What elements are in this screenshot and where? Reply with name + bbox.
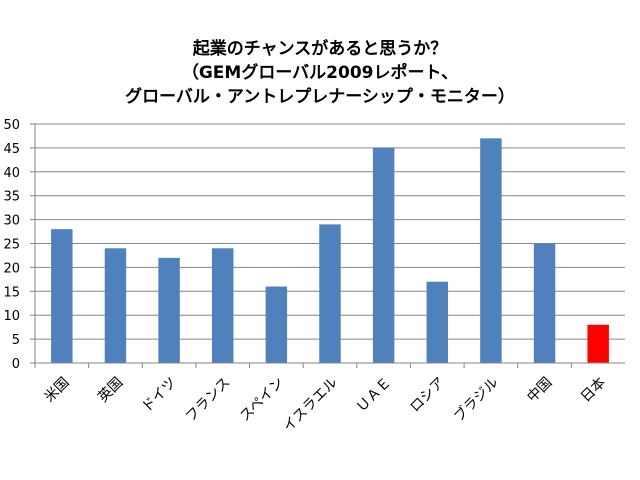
- y-tick-label: 40: [3, 166, 20, 181]
- axes: [34, 124, 625, 364]
- x-category-label: ロシア: [407, 375, 448, 416]
- x-category-label: 中国: [524, 375, 555, 406]
- chart-title: 起業のチャンスがあると思うか？ （GEMグローバル2009レポート、 グローバル…: [125, 38, 515, 107]
- x-category-label: 英国: [94, 374, 126, 406]
- x-category-label: 米国: [42, 375, 73, 406]
- y-tick-label: 25: [3, 238, 20, 253]
- y-tick-labels: 0 5 10 15 20 25 30 35 40 45 50: [3, 118, 20, 372]
- x-category-label: ドイツ: [139, 375, 180, 416]
- y-tick-label: 35: [3, 190, 20, 205]
- bar-0: [51, 229, 73, 363]
- bar-1: [104, 248, 127, 363]
- y-tick-label: 50: [3, 118, 20, 133]
- y-tick-label: 20: [3, 261, 20, 276]
- bar-4: [265, 286, 288, 363]
- bar-2: [158, 257, 180, 363]
- x-category-label: イスラエル: [280, 375, 341, 436]
- bars: [51, 138, 609, 363]
- x-category-label: 日本: [578, 375, 609, 406]
- chart-title-line-2: （GEMグローバル2009レポート、: [182, 62, 458, 83]
- bar-8: [480, 138, 502, 363]
- y-tick-label: 10: [3, 309, 20, 324]
- bar-6: [372, 147, 395, 363]
- x-category-label: ＵＡＥ: [353, 375, 394, 416]
- x-category-label: スペイン: [237, 375, 287, 425]
- y-tick-label: 30: [3, 214, 20, 229]
- x-category-label: フランス: [183, 375, 234, 426]
- x-category-label: ブラジル: [450, 374, 501, 425]
- chart-title-line-3: グローバル・アントレプレナーシップ・モニター）: [125, 86, 515, 107]
- bar-7: [426, 281, 448, 363]
- bar-5: [319, 224, 341, 363]
- y-tick-label: 45: [3, 142, 20, 157]
- bar-9: [533, 243, 556, 363]
- y-tick-label: 0: [12, 357, 20, 372]
- y-tick-label: 15: [3, 285, 20, 300]
- chart-title-line-1: 起業のチャンスがあると思うか？: [192, 38, 448, 59]
- bar-10: [587, 324, 609, 363]
- bar-3: [212, 248, 234, 363]
- y-tick-label: 5: [12, 333, 20, 348]
